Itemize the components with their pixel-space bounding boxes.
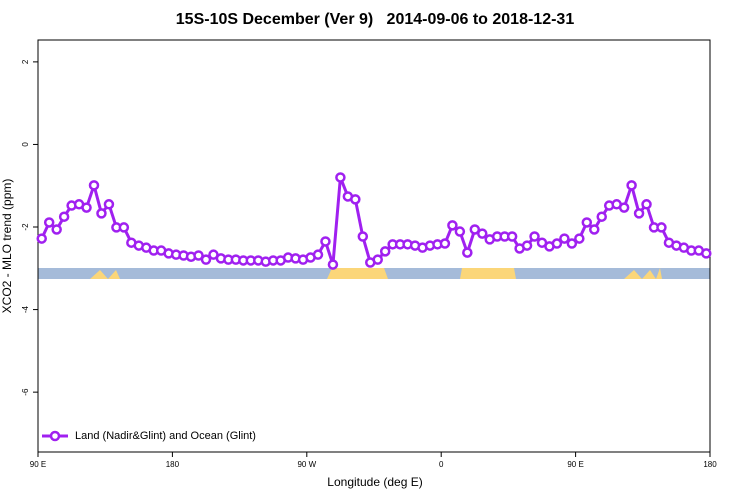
data-point (633, 208, 645, 219)
data-point (454, 226, 466, 237)
x-axis-label: Longitude (deg E) (327, 475, 422, 489)
data-point (656, 222, 667, 233)
x-tick-label: 90 E (30, 460, 46, 469)
data-point (581, 217, 593, 228)
data-point (626, 180, 637, 191)
data-point (200, 254, 212, 265)
data-point (589, 224, 600, 235)
data-point (551, 238, 563, 249)
data-point (118, 222, 130, 233)
data-point (469, 224, 481, 235)
y-tick-label: -6 (21, 388, 30, 396)
x-tick-label: 0 (439, 460, 444, 469)
data-point (96, 208, 107, 219)
data-point (462, 247, 473, 258)
land-region (460, 268, 516, 279)
data-point (51, 224, 62, 235)
data-point (103, 199, 115, 210)
data-point (566, 238, 578, 249)
plot-frame (37, 39, 711, 453)
land-ocean-band (38, 268, 710, 279)
data-point (372, 254, 383, 265)
data-point (559, 233, 570, 244)
data-point (641, 199, 652, 210)
land-region (90, 270, 120, 279)
data-point (447, 220, 458, 231)
data-point (439, 238, 451, 249)
y-tick-label: 0 (21, 142, 30, 147)
x-tick-label: 90 E (567, 460, 583, 469)
data-point (335, 172, 346, 183)
data-point (81, 202, 92, 213)
land-region (327, 268, 388, 279)
chart-title: 15S-10S December (Ver 9) 2014-09-06 to 2… (176, 11, 575, 28)
data-point (58, 211, 70, 222)
data-point (574, 233, 585, 244)
data-point (320, 236, 331, 247)
y-tick-label: -2 (21, 223, 30, 231)
data-point (529, 231, 540, 242)
data-point (327, 259, 339, 270)
data-point (36, 233, 47, 244)
legend-marker (49, 430, 61, 442)
y-tick-label: -4 (21, 305, 30, 313)
x-tick-label: 180 (166, 460, 180, 469)
legend-label: Land (Nadir&Glint) and Ocean (Glint) (75, 430, 256, 442)
data-point (521, 240, 533, 251)
data-point (596, 211, 607, 222)
data-point (357, 231, 369, 242)
data-point (379, 246, 391, 257)
data-point (618, 202, 630, 213)
data-point (43, 217, 55, 228)
data-point (506, 231, 518, 242)
x-tick-label: 90 W (297, 460, 316, 469)
data-point (88, 180, 100, 191)
x-tick-label: 180 (703, 460, 717, 469)
data-point (477, 228, 488, 239)
data-point (193, 250, 204, 261)
data-point (350, 194, 361, 205)
data-point (312, 249, 324, 260)
series-line (40, 176, 707, 266)
land-region (624, 268, 662, 279)
y-axis-label: XCO2 - MLO trend (ppm) (0, 179, 14, 314)
y-tick-label: 2 (21, 59, 30, 64)
data-point (701, 248, 712, 259)
